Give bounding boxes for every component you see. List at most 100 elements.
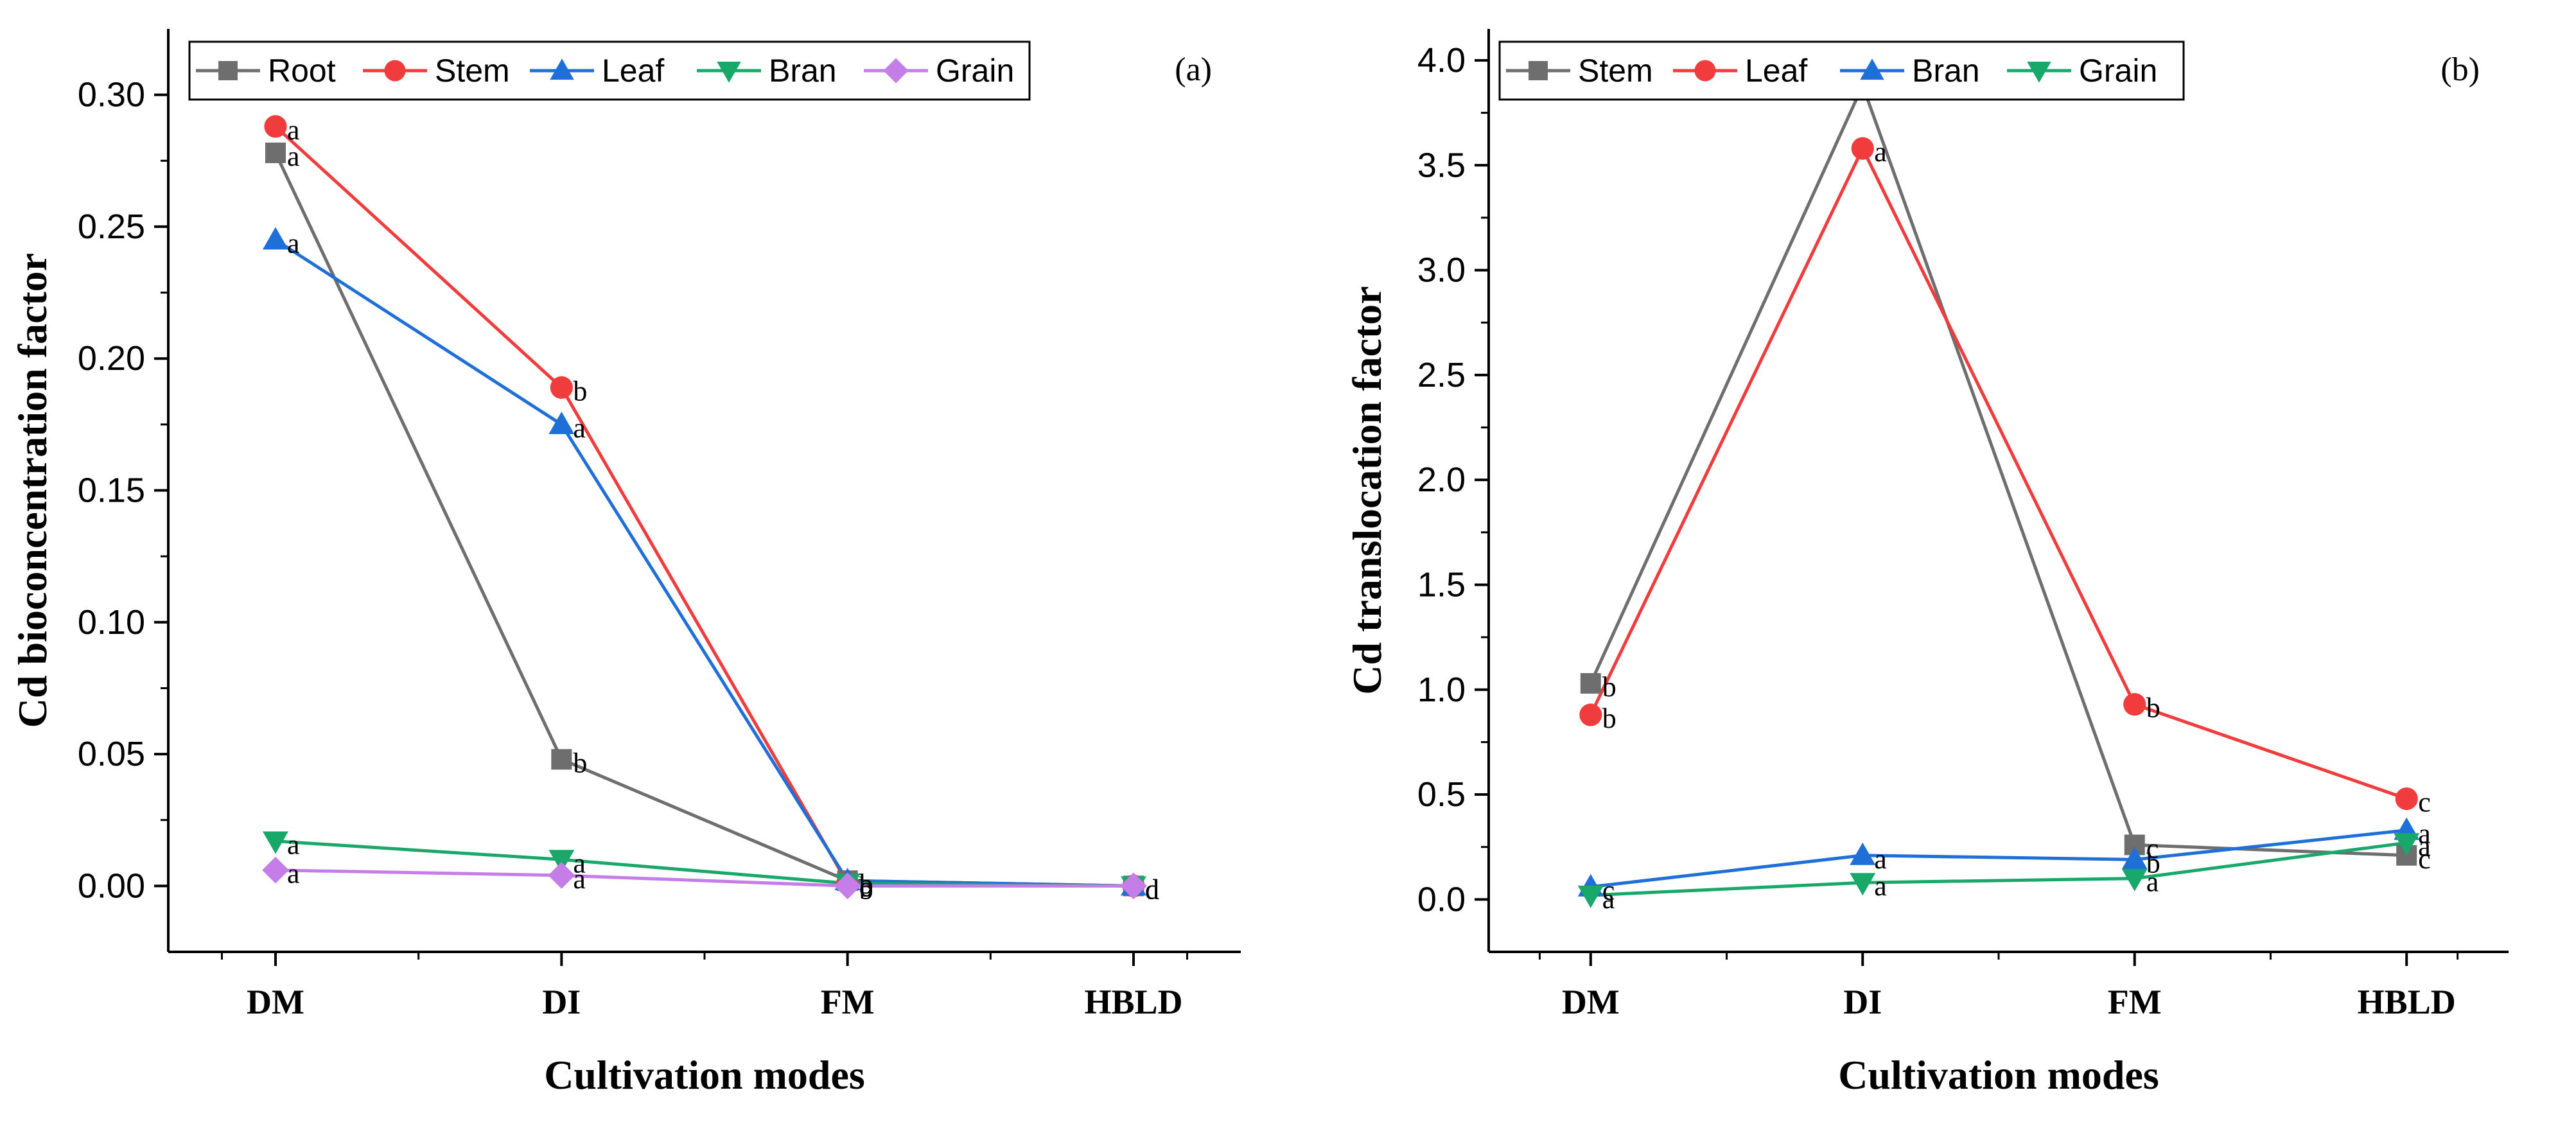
significance-letter: b bbox=[1602, 703, 1617, 734]
significance-letter: a bbox=[1602, 883, 1615, 915]
significance-letter: c bbox=[2418, 787, 2431, 818]
y-tick-label: 2.0 bbox=[1417, 461, 1466, 499]
significance-letter: a bbox=[2146, 866, 2159, 898]
series-line-stem bbox=[1589, 81, 2407, 857]
data-point-leaf bbox=[548, 411, 575, 434]
significance-letter: a bbox=[1874, 136, 1887, 168]
legend-label: Stem bbox=[1578, 53, 1653, 89]
legend-label: Leaf bbox=[602, 53, 664, 89]
y-tick-label: 0.25 bbox=[78, 207, 145, 246]
significance-letter: b bbox=[1602, 671, 1617, 703]
y-tick-label: 0.00 bbox=[78, 866, 145, 905]
y-tick-label: 4.0 bbox=[1417, 41, 1466, 80]
data-point-bran bbox=[1850, 842, 1876, 865]
significance-letter: b bbox=[859, 868, 873, 900]
significance-letter: a bbox=[573, 863, 586, 895]
data-point-leaf bbox=[2395, 787, 2418, 811]
significance-letter: d bbox=[1145, 874, 1159, 905]
data-point-grain bbox=[1120, 872, 1147, 900]
data-point-grain bbox=[2394, 833, 2420, 856]
panel-b: 0.0 0.5 1.0 1.5 2.0 2.5 3.0 3.5 4.0 DM DI FM HBLD Cul… bbox=[1344, 29, 2509, 1098]
series-line-leaf bbox=[274, 238, 1134, 888]
significance-letter: a bbox=[287, 858, 300, 890]
significance-letter: a bbox=[2418, 818, 2431, 850]
panel-a: 0.00 0.05 0.10 0.15 0.20 0.25 0.30 DM DI FM HBLD Cu… bbox=[10, 29, 1241, 1098]
significance-letter: a bbox=[287, 227, 300, 259]
series-line-grain bbox=[1590, 841, 2407, 897]
data-point-bran bbox=[548, 850, 575, 873]
legend-label: Stem bbox=[435, 53, 510, 89]
significance-letter: a bbox=[287, 114, 300, 146]
data-point-bran bbox=[2121, 847, 2148, 870]
significance-letter: b bbox=[2146, 692, 2160, 724]
significance-letter: a bbox=[287, 829, 300, 861]
series-line-bran bbox=[1590, 829, 2407, 889]
data-point-grain bbox=[1577, 885, 1604, 908]
significance-letter: a bbox=[573, 847, 586, 879]
significance-letter: a bbox=[1874, 843, 1887, 875]
y-tick-label: 2.5 bbox=[1417, 356, 1466, 394]
y-axis-label: Cd bioconcentration factor bbox=[10, 253, 55, 728]
significance-letter: a bbox=[2418, 830, 2431, 862]
data-point-leaf bbox=[1579, 703, 1602, 726]
series-line-stem bbox=[274, 125, 1134, 888]
significance-letter: d bbox=[1145, 874, 1159, 905]
y-tick-label: 3.5 bbox=[1417, 146, 1466, 184]
data-point-root bbox=[551, 749, 572, 770]
data-point-stem bbox=[1580, 672, 1601, 694]
data-point-leaf bbox=[2123, 693, 2146, 716]
x-axis-label: Cultivation modes bbox=[1838, 1052, 2159, 1098]
legend-marker bbox=[218, 61, 238, 80]
significance-letter: b bbox=[859, 874, 873, 905]
x-tick-label: HBLD bbox=[2358, 983, 2456, 1021]
y-tick-label: 0.30 bbox=[78, 76, 145, 114]
y-tick-label: 0.20 bbox=[78, 339, 145, 378]
x-tick-label: DI bbox=[1843, 983, 1882, 1021]
y-tick-label: 1.5 bbox=[1417, 565, 1466, 604]
y-tick-label: 0.5 bbox=[1417, 775, 1466, 814]
x-tick-label: DM bbox=[1562, 983, 1620, 1021]
y-tick-label: 0.0 bbox=[1417, 880, 1466, 918]
significance-letter: c bbox=[1602, 875, 1615, 906]
legend-marker bbox=[717, 61, 741, 83]
data-point-stem bbox=[550, 376, 573, 399]
y-axis-label: Cd translocation factor bbox=[1344, 286, 1390, 694]
x-tick-label: DM bbox=[247, 983, 304, 1021]
legend-marker bbox=[550, 58, 574, 80]
legend-label: Grain bbox=[936, 53, 1014, 89]
y-tick-label: 0.05 bbox=[78, 735, 145, 773]
significance-letter: c bbox=[859, 871, 872, 902]
data-point-grain bbox=[1850, 873, 1876, 896]
significance-letter: d bbox=[1145, 874, 1159, 905]
x-tick-label: FM bbox=[821, 983, 875, 1021]
legend-marker bbox=[1860, 58, 1884, 80]
data-point-bran bbox=[263, 831, 288, 854]
series-line-leaf bbox=[1589, 145, 2408, 800]
legend-label: Bran bbox=[1912, 53, 1980, 89]
legend-label: Grain bbox=[2079, 53, 2157, 89]
data-point-stem bbox=[264, 115, 287, 138]
y-tick-label: 0.10 bbox=[78, 603, 145, 642]
significance-letter: c bbox=[2418, 843, 2431, 875]
significance-letter: b bbox=[2146, 847, 2160, 879]
legend-marker bbox=[2027, 61, 2051, 83]
series-line-root bbox=[274, 152, 1134, 888]
data-point-grain bbox=[262, 856, 289, 884]
data-point-grain bbox=[548, 862, 575, 889]
y-tick-label: 3.0 bbox=[1417, 251, 1466, 290]
legend-marker bbox=[1694, 60, 1716, 82]
y-tick-label: 1.0 bbox=[1417, 671, 1466, 709]
legend-marker bbox=[1529, 61, 1548, 80]
legend-label: Bran bbox=[769, 53, 837, 89]
x-axis-label: Cultivation modes bbox=[544, 1052, 865, 1098]
legend-marker bbox=[883, 58, 909, 83]
significance-letter: b bbox=[573, 375, 587, 407]
legend-marker bbox=[384, 60, 406, 82]
data-point-root bbox=[265, 142, 286, 163]
significance-letter: a bbox=[287, 141, 300, 172]
x-tick-label: HBLD bbox=[1084, 983, 1182, 1021]
significance-letter: a bbox=[573, 412, 586, 444]
x-tick-label: FM bbox=[2108, 983, 2162, 1021]
data-point-leaf bbox=[263, 227, 288, 250]
